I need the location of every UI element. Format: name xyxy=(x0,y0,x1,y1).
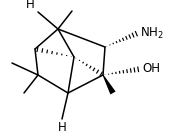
Text: OH: OH xyxy=(142,62,160,75)
Text: H: H xyxy=(26,0,35,11)
Text: NH$_2$: NH$_2$ xyxy=(140,25,164,41)
Polygon shape xyxy=(103,75,116,94)
Text: H: H xyxy=(58,121,66,134)
